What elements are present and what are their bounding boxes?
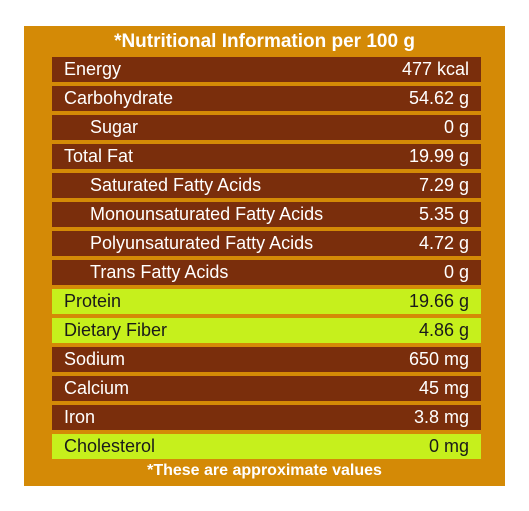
nutrient-label: Cholesterol xyxy=(64,436,156,456)
nutrient-value: 4.86 g xyxy=(418,320,469,340)
nutrient-label: Saturated Fatty Acids xyxy=(90,175,262,195)
nutrient-label: Energy xyxy=(64,59,122,79)
nutrient-label: Polyunsaturated Fatty Acids xyxy=(90,233,314,253)
table-row: Calcium 45 mg xyxy=(52,376,481,401)
nutrient-value: 0 g xyxy=(443,262,469,282)
table-row: Protein 19.66 g xyxy=(52,289,481,314)
nutrient-value: 4.72 g xyxy=(418,233,469,253)
nutrient-value: 477 kcal xyxy=(401,59,469,79)
table-row: Sodium 650 mg xyxy=(52,347,481,372)
nutrient-label: Sodium xyxy=(64,349,126,369)
panel-title: *Nutritional Information per 100 g xyxy=(114,31,415,52)
nutrient-value: 19.99 g xyxy=(408,146,469,166)
nutrient-label: Calcium xyxy=(64,378,130,398)
table-row: Cholesterol 0 mg xyxy=(52,434,481,459)
table-row: Trans Fatty Acids 0 g xyxy=(52,260,481,285)
nutrient-value: 0 mg xyxy=(428,436,469,456)
nutrient-value: 5.35 g xyxy=(418,204,469,224)
nutrient-value: 54.62 g xyxy=(408,88,469,108)
nutrient-label: Trans Fatty Acids xyxy=(90,262,229,282)
nutrition-panel: *Nutritional Information per 100 g Energ… xyxy=(24,26,505,486)
nutrient-value: 45 mg xyxy=(418,378,469,398)
nutrient-label: Dietary Fiber xyxy=(64,320,168,340)
nutrient-label: Iron xyxy=(64,407,96,427)
table-row: Energy 477 kcal xyxy=(52,57,481,82)
table-row: Carbohydrate 54.62 g xyxy=(52,86,481,111)
table-row: Polyunsaturated Fatty Acids 4.72 g xyxy=(52,231,481,256)
table-row: Monounsaturated Fatty Acids 5.35 g xyxy=(52,202,481,227)
nutrient-value: 7.29 g xyxy=(418,175,469,195)
table-row: Saturated Fatty Acids 7.29 g xyxy=(52,173,481,198)
nutrient-value: 3.8 mg xyxy=(413,407,469,427)
nutrient-value: 650 mg xyxy=(408,349,469,369)
table-row: Sugar 0 g xyxy=(52,115,481,140)
footnote: *These are approximate values xyxy=(147,462,382,479)
nutrient-label: Sugar xyxy=(90,117,139,137)
nutrient-value: 19.66 g xyxy=(408,291,469,311)
nutrient-value: 0 g xyxy=(443,117,469,137)
nutrient-label: Carbohydrate xyxy=(64,88,174,108)
table-row: Dietary Fiber 4.86 g xyxy=(52,318,481,343)
table-row: Total Fat 19.99 g xyxy=(52,144,481,169)
nutrient-label: Total Fat xyxy=(64,146,134,166)
nutrient-label: Monounsaturated Fatty Acids xyxy=(90,204,324,224)
nutrient-label: Protein xyxy=(64,291,122,311)
nutrition-table: Energy 477 kcal Carbohydrate 54.62 g Sugar 0 … xyxy=(52,57,481,463)
table-row: Iron 3.8 mg xyxy=(52,405,481,430)
